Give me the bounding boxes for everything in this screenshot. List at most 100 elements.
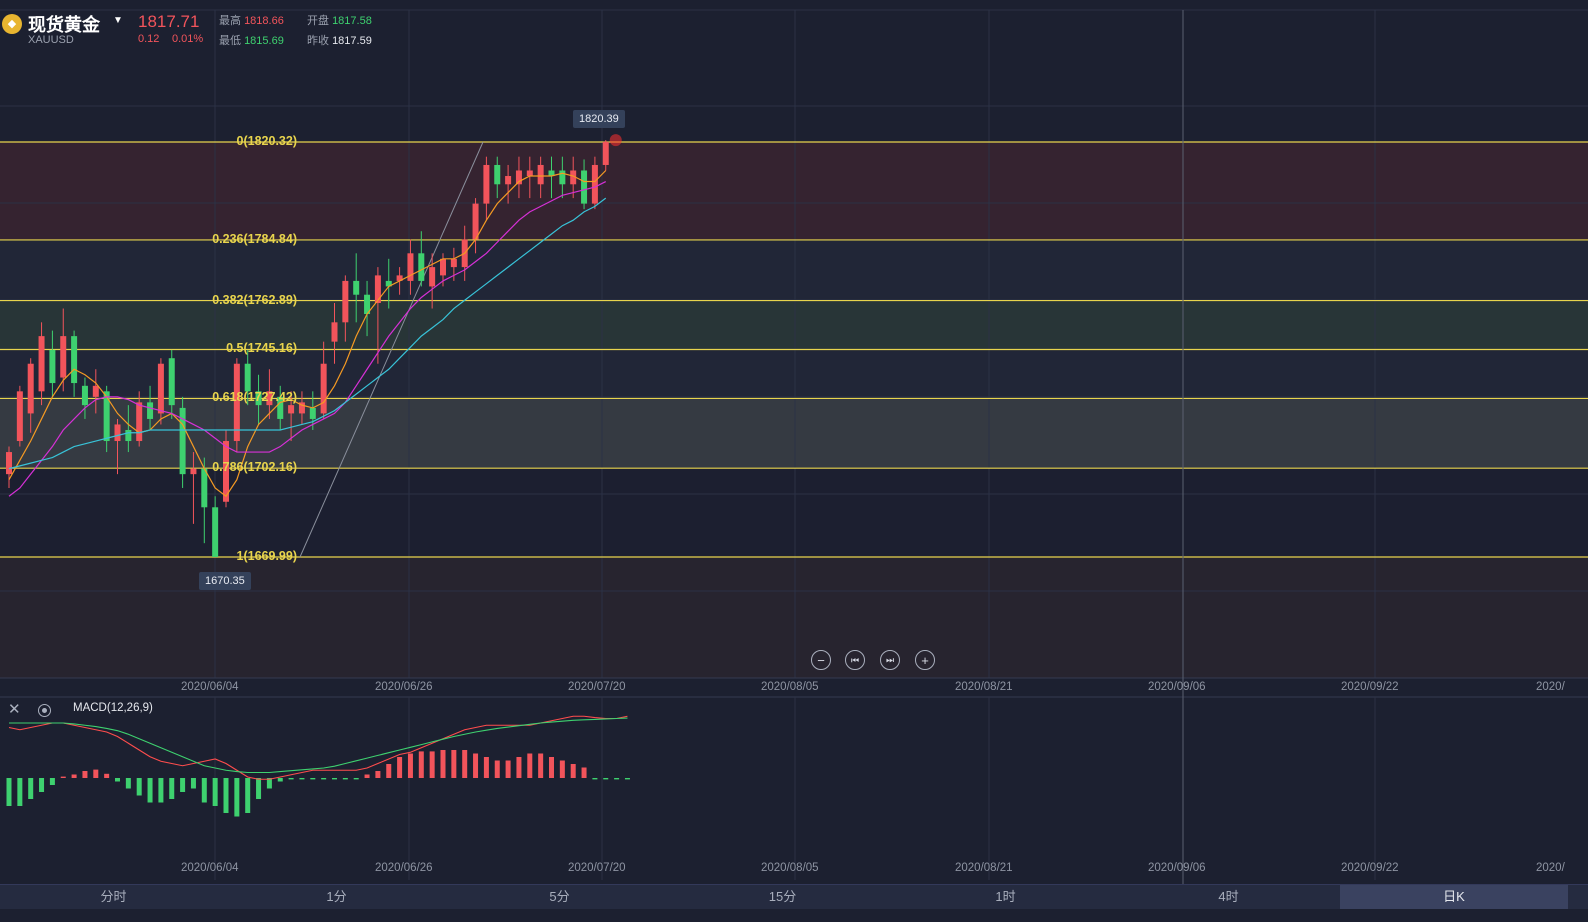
candlestick[interactable] [244, 349, 251, 406]
tab-timeshare[interactable]: 分时 [100, 889, 127, 904]
macd-x-axis-label: 2020/07/20 [568, 862, 626, 874]
macd-histogram-bar [147, 778, 153, 803]
zoom-in-button[interactable]: + [915, 650, 935, 670]
macd-dea-line [9, 717, 628, 774]
scroll-start-button[interactable]: ⏮ [845, 650, 865, 670]
last-price: 1817.71 [138, 12, 200, 31]
candlestick[interactable] [309, 391, 316, 430]
tab-1hour[interactable]: 1时 [995, 889, 1016, 904]
candlestick[interactable] [49, 330, 56, 397]
low-price-marker: 1670.35 [199, 572, 251, 590]
candlestick[interactable] [92, 369, 99, 414]
candlestick[interactable] [472, 198, 479, 254]
candle-body [190, 468, 197, 475]
fib-trend-line[interactable] [299, 141, 484, 558]
fib-zone [0, 349, 1588, 399]
fib-zone [0, 398, 1588, 469]
candlestick[interactable] [201, 457, 208, 544]
candlestick[interactable] [125, 405, 132, 453]
candlestick[interactable] [81, 377, 88, 419]
candlestick[interactable] [114, 418, 121, 475]
candlestick[interactable] [429, 253, 436, 309]
candlestick[interactable] [515, 156, 522, 199]
candle-body [440, 258, 446, 276]
candlestick[interactable] [179, 396, 186, 488]
candlestick[interactable] [255, 374, 262, 425]
tab-5min[interactable]: 5分 [549, 889, 570, 904]
tab-daily[interactable]: 日K [1340, 885, 1568, 909]
candlestick[interactable] [190, 452, 197, 524]
macd-x-axis-label: 2020/08/21 [955, 862, 1013, 874]
candlestick[interactable] [494, 156, 501, 199]
fib-zone [0, 557, 1588, 678]
low-value: 1815.69 [244, 35, 284, 47]
candlestick[interactable] [38, 322, 45, 406]
candlestick[interactable] [407, 239, 414, 295]
candlestick[interactable] [602, 140, 609, 171]
candlestick[interactable] [374, 267, 381, 364]
candlestick[interactable] [136, 391, 143, 447]
candlestick[interactable] [505, 164, 512, 204]
candlestick[interactable] [16, 385, 23, 447]
candlestick[interactable] [233, 358, 240, 453]
zoom-out-button[interactable]: − [811, 650, 831, 670]
candlestick[interactable] [353, 253, 360, 323]
candle-body [570, 170, 577, 185]
macd-histogram-bar [223, 778, 229, 813]
candlestick[interactable] [559, 156, 566, 199]
candlestick[interactable] [570, 156, 577, 199]
scroll-end-button[interactable]: ⏭ [880, 650, 900, 670]
candle-body [298, 402, 305, 414]
candle-body [81, 385, 88, 406]
macd-histogram-bar [353, 778, 359, 780]
tab-1min[interactable]: 1分 [326, 889, 347, 904]
tab-15min[interactable]: 15分 [768, 889, 797, 904]
instrument-name[interactable]: 现货黄金 [28, 15, 100, 35]
macd-histogram-bar [277, 778, 283, 782]
candlestick[interactable] [548, 156, 555, 199]
candlestick[interactable] [581, 159, 588, 210]
candlestick[interactable] [364, 280, 371, 337]
candle-body [581, 170, 588, 204]
candlestick[interactable] [418, 231, 425, 287]
candlestick[interactable] [168, 349, 175, 419]
dropdown-caret-icon[interactable]: ▼ [113, 15, 123, 26]
close-indicator-icon[interactable]: ✕ [8, 701, 21, 718]
candle-body [179, 407, 186, 475]
candle-body [125, 429, 132, 442]
fib-level-label: 0(1820.32) [236, 134, 297, 148]
tab-4hour[interactable]: 4时 [1218, 889, 1239, 904]
candlestick[interactable] [223, 429, 229, 508]
candlestick[interactable] [266, 369, 273, 419]
macd-histogram-bar [310, 778, 316, 780]
candlestick[interactable] [277, 385, 284, 430]
candlestick[interactable] [385, 258, 392, 309]
high-price-marker: 1820.39 [573, 110, 625, 128]
macd-histogram-bar [581, 767, 587, 778]
macd-title: MACD(12,26,9) [73, 702, 153, 714]
candlestick[interactable] [526, 156, 533, 199]
candlestick[interactable] [342, 275, 349, 342]
candlestick[interactable] [591, 156, 598, 210]
candlestick[interactable] [27, 358, 34, 433]
candlestick[interactable] [537, 156, 544, 199]
indicator-settings-icon[interactable] [38, 704, 51, 717]
candlestick[interactable] [483, 156, 490, 221]
open-field: 开盘 1817.58 [307, 12, 372, 28]
candlestick[interactable] [331, 302, 338, 364]
candlestick[interactable] [71, 330, 78, 397]
candle-body [331, 322, 338, 342]
macd-histogram-bar [256, 778, 262, 799]
candle-body [147, 402, 154, 419]
candlestick[interactable] [212, 496, 219, 557]
gold-coin-icon: ◆ [2, 14, 22, 34]
candle-body [472, 203, 479, 240]
candlestick[interactable] [6, 446, 12, 488]
prev-close-field: 昨收 1817.59 [307, 32, 372, 48]
candlestick[interactable] [157, 358, 164, 425]
candlestick[interactable] [60, 308, 67, 392]
candlestick[interactable] [298, 391, 305, 425]
macd-histogram-bar [549, 757, 554, 778]
candlestick[interactable] [320, 341, 327, 419]
